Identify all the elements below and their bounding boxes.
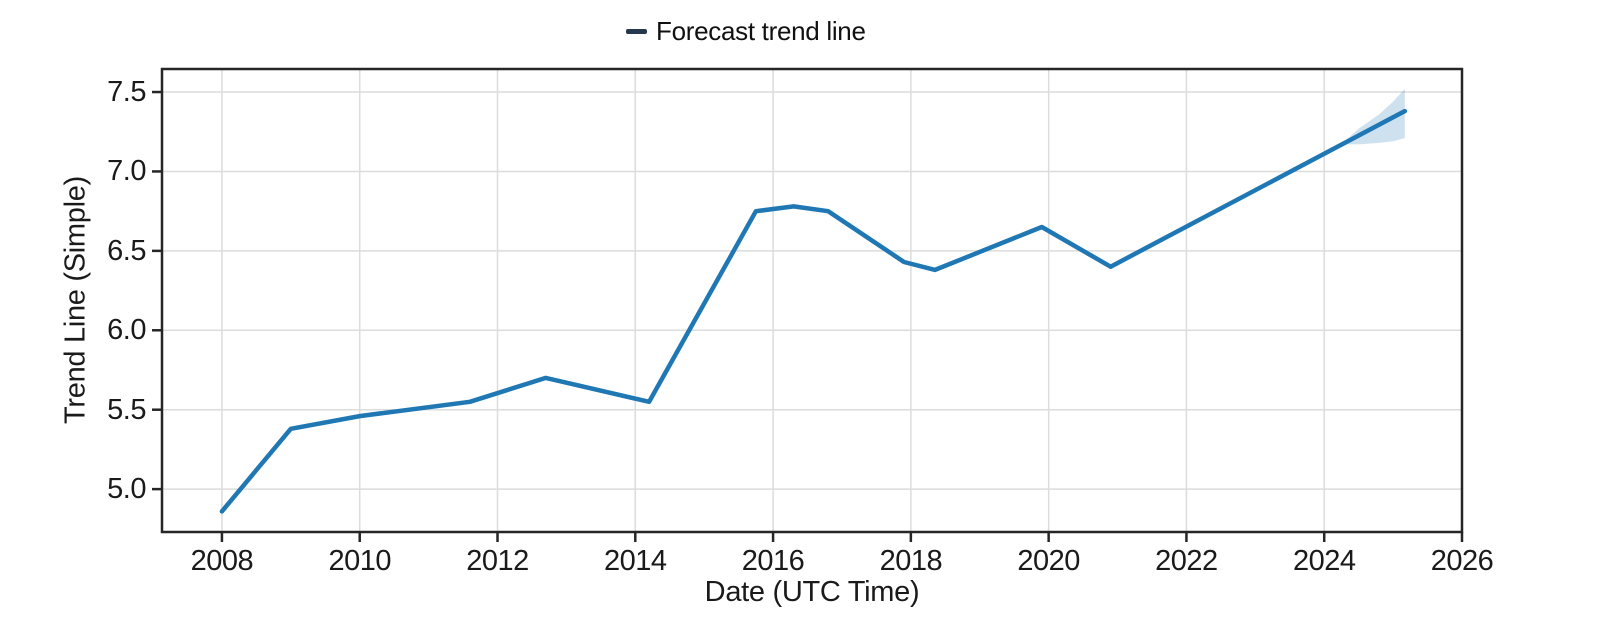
trend-line [219,108,1408,514]
x-tick-label: 2012 [466,545,529,577]
axes-spines [160,67,1464,534]
legend-line-marker [626,28,647,34]
y-tick-label: 7.5 [107,76,146,109]
y-axis-title: Trend Line (Simple) [59,176,92,424]
legend-label: Forecast trend line [656,15,866,46]
x-tick-label: 2008 [190,545,254,577]
y-tick-label: 6.0 [107,314,146,347]
x-axis-title: Date (UTC Time) [704,576,920,608]
x-tick-label: 2022 [1155,545,1218,577]
confidence-band [1341,88,1405,145]
x-tick-label: 2024 [1292,545,1356,577]
y-tick-label: 6.5 [107,234,146,267]
x-tick-label: 2016 [741,545,805,577]
legend: Forecast trend line [626,16,866,46]
y-tick-label: 7.0 [107,155,146,188]
x-tick-label: 2026 [1430,545,1494,577]
y-tick-label: 5.5 [107,393,146,426]
x-tick-label: 2010 [328,545,391,577]
y-tick-label: 5.0 [107,473,146,506]
x-tick-label: 2014 [604,545,667,577]
x-tick-label: 2018 [879,545,943,577]
x-tick-label: 2020 [1017,545,1080,577]
